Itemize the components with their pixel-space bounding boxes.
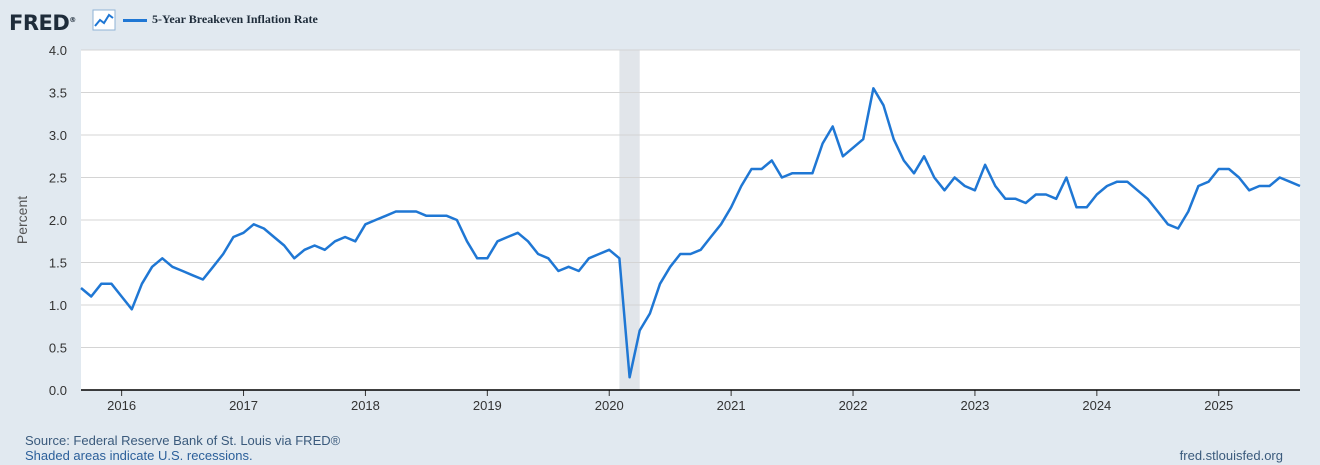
x-tick-label: 2024 bbox=[1082, 398, 1111, 413]
x-tick-label: 2021 bbox=[717, 398, 746, 413]
fred-logo[interactable]: FRED® bbox=[9, 7, 76, 36]
logo-text: FRED bbox=[9, 11, 70, 35]
x-tick-label: 2016 bbox=[107, 398, 136, 413]
site-link[interactable]: fred.stlouisfed.org bbox=[1179, 448, 1283, 463]
y-axis-label: Percent bbox=[14, 196, 30, 244]
y-tick-label: 1.0 bbox=[49, 298, 67, 313]
source-note: Source: Federal Reserve Bank of St. Loui… bbox=[25, 433, 341, 448]
y-tick-label: 2.0 bbox=[49, 213, 67, 228]
line-chart[interactable]: 0.0 0.5 1.0 1.5 2.0 2.5 3.0 3.5 4.0 2016 2017 2018… bbox=[0, 0, 1320, 430]
x-tick-label: 2017 bbox=[229, 398, 258, 413]
y-tick-label: 0.5 bbox=[49, 341, 67, 356]
y-tick-label: 2.5 bbox=[49, 171, 67, 186]
y-tick-label: 0.0 bbox=[49, 383, 67, 398]
y-tick-label: 1.5 bbox=[49, 256, 67, 271]
legend-swatch bbox=[123, 19, 147, 22]
recession-note[interactable]: Shaded areas indicate U.S. recessions. bbox=[25, 448, 253, 463]
y-tick-label: 4.0 bbox=[49, 43, 67, 58]
series-line[interactable] bbox=[80, 87, 1301, 379]
x-tick-label: 2023 bbox=[960, 398, 989, 413]
logo-mark: ® bbox=[69, 16, 76, 24]
x-tick-label: 2025 bbox=[1204, 398, 1233, 413]
legend-label: 5-Year Breakeven Inflation Rate bbox=[152, 12, 318, 26]
x-tick-label: 2022 bbox=[839, 398, 868, 413]
x-tick-label: 2020 bbox=[595, 398, 624, 413]
y-tick-label: 3.0 bbox=[49, 128, 67, 143]
y-tick-label: 3.5 bbox=[49, 86, 67, 101]
chart-trend-icon bbox=[92, 9, 116, 31]
x-tick-label: 2019 bbox=[473, 398, 502, 413]
x-tick-label: 2018 bbox=[351, 398, 380, 413]
